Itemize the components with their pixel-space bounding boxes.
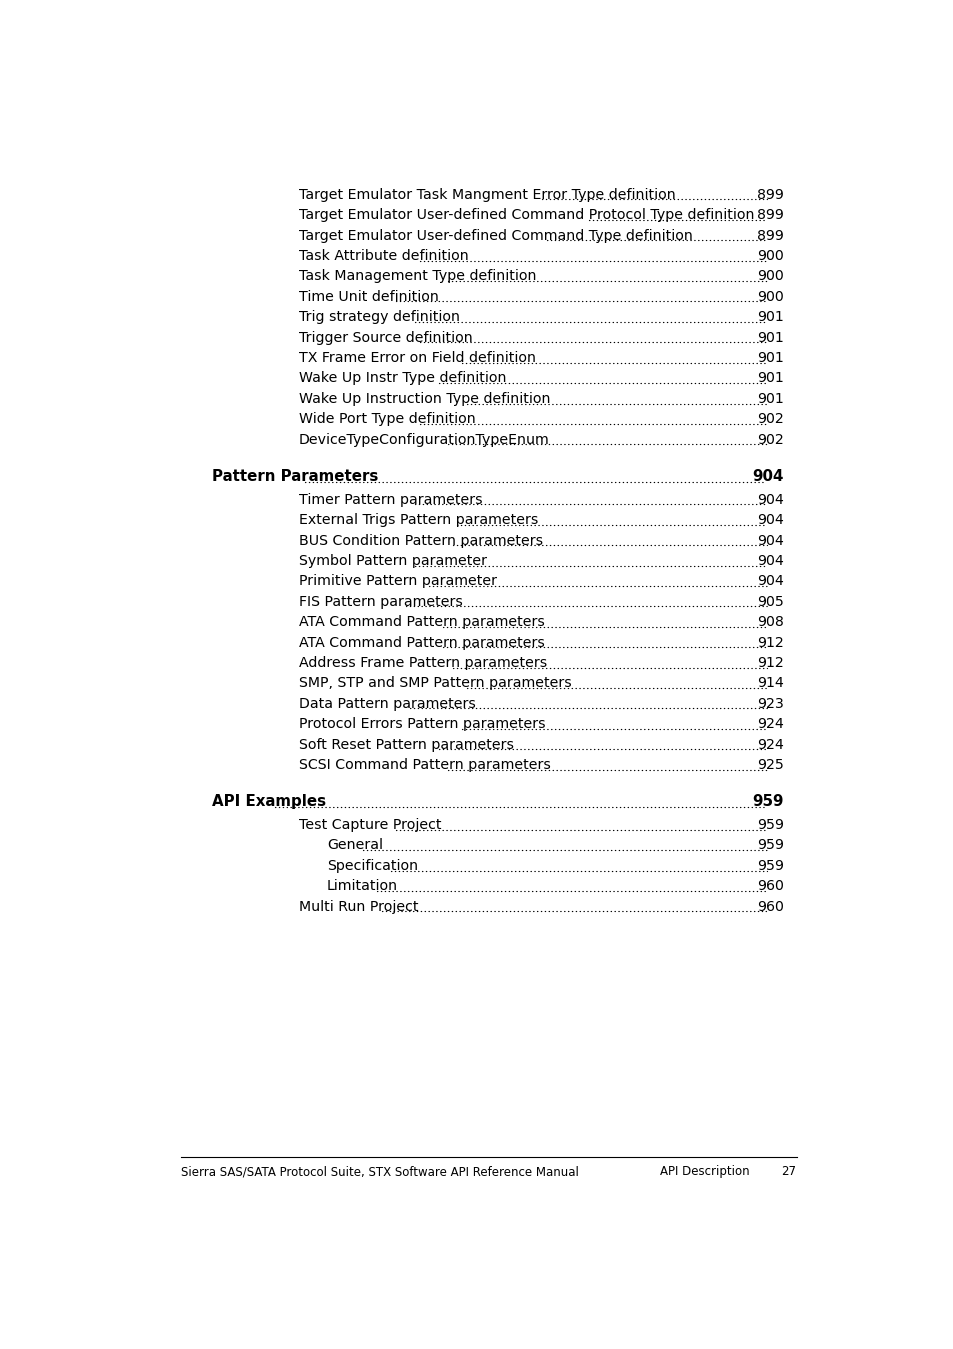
Text: 960: 960 — [757, 880, 783, 893]
Text: Primitive Pattern parameter: Primitive Pattern parameter — [298, 575, 497, 588]
Text: 901: 901 — [757, 371, 783, 386]
Text: 901: 901 — [757, 351, 783, 366]
Text: SCSI Command Pattern parameters: SCSI Command Pattern parameters — [298, 758, 550, 772]
Text: 959: 959 — [757, 817, 783, 832]
Text: Soft Reset Pattern parameters: Soft Reset Pattern parameters — [298, 738, 514, 751]
Text: 914: 914 — [757, 676, 783, 691]
Text: Wake Up Instr Type definition: Wake Up Instr Type definition — [298, 371, 506, 386]
Text: 904: 904 — [757, 492, 783, 507]
Text: 900: 900 — [757, 250, 783, 263]
Text: ATA Command Pattern parameters: ATA Command Pattern parameters — [298, 635, 544, 650]
Text: Task Attribute definition: Task Attribute definition — [298, 250, 468, 263]
Text: Trig strategy definition: Trig strategy definition — [298, 310, 459, 324]
Text: 27: 27 — [781, 1166, 796, 1178]
Text: API Examples: API Examples — [212, 795, 326, 809]
Text: Multi Run Project: Multi Run Project — [298, 900, 418, 913]
Text: 902: 902 — [757, 413, 783, 426]
Text: TX Frame Error on Field definition: TX Frame Error on Field definition — [298, 351, 536, 366]
Text: Protocol Errors Pattern parameters: Protocol Errors Pattern parameters — [298, 718, 545, 731]
Text: Pattern Parameters: Pattern Parameters — [212, 469, 378, 484]
Text: 902: 902 — [757, 433, 783, 447]
Text: 899: 899 — [757, 188, 783, 202]
Text: 908: 908 — [757, 615, 783, 629]
Text: 959: 959 — [752, 795, 783, 809]
Text: 912: 912 — [757, 635, 783, 650]
Text: Test Capture Project: Test Capture Project — [298, 817, 441, 832]
Text: ATA Command Pattern parameters: ATA Command Pattern parameters — [298, 615, 544, 629]
Text: Target Emulator Task Mangment Error Type definition: Target Emulator Task Mangment Error Type… — [298, 188, 675, 202]
Text: 901: 901 — [757, 310, 783, 324]
Text: Trigger Source definition: Trigger Source definition — [298, 331, 473, 345]
Text: Address Frame Pattern parameters: Address Frame Pattern parameters — [298, 656, 547, 670]
Text: 905: 905 — [757, 595, 783, 608]
Text: 904: 904 — [757, 513, 783, 527]
Text: Target Emulator User-defined Command Type definition: Target Emulator User-defined Command Typ… — [298, 228, 692, 243]
Text: 912: 912 — [757, 656, 783, 670]
Text: 904: 904 — [752, 469, 783, 484]
Text: Wide Port Type definition: Wide Port Type definition — [298, 413, 476, 426]
Text: 960: 960 — [757, 900, 783, 913]
Text: 924: 924 — [757, 718, 783, 731]
Text: 899: 899 — [757, 228, 783, 243]
Text: 924: 924 — [757, 738, 783, 751]
Text: BUS Condition Pattern parameters: BUS Condition Pattern parameters — [298, 534, 542, 548]
Text: Wake Up Instruction Type definition: Wake Up Instruction Type definition — [298, 393, 550, 406]
Text: SMP, STP and SMP Pattern parameters: SMP, STP and SMP Pattern parameters — [298, 676, 571, 691]
Text: 901: 901 — [757, 331, 783, 345]
Text: General: General — [327, 839, 382, 853]
Text: FIS Pattern parameters: FIS Pattern parameters — [298, 595, 462, 608]
Text: 900: 900 — [757, 290, 783, 304]
Text: 901: 901 — [757, 393, 783, 406]
Text: Data Pattern parameters: Data Pattern parameters — [298, 697, 476, 711]
Text: Sierra SAS/SATA Protocol Suite, STX Software API Reference Manual: Sierra SAS/SATA Protocol Suite, STX Soft… — [181, 1166, 578, 1178]
Text: Limitation: Limitation — [327, 880, 397, 893]
Text: Task Management Type definition: Task Management Type definition — [298, 270, 536, 283]
Text: Time Unit definition: Time Unit definition — [298, 290, 438, 304]
Text: 904: 904 — [757, 575, 783, 588]
Text: 925: 925 — [757, 758, 783, 772]
Text: Target Emulator User-defined Command Protocol Type definition: Target Emulator User-defined Command Pro… — [298, 208, 754, 223]
Text: External Trigs Pattern parameters: External Trigs Pattern parameters — [298, 513, 537, 527]
Text: 923: 923 — [757, 697, 783, 711]
Text: 904: 904 — [757, 554, 783, 568]
Text: Timer Pattern parameters: Timer Pattern parameters — [298, 492, 482, 507]
Text: 959: 959 — [757, 839, 783, 853]
Text: Symbol Pattern parameter: Symbol Pattern parameter — [298, 554, 487, 568]
Text: API Description: API Description — [659, 1166, 749, 1178]
Text: Specification: Specification — [327, 859, 417, 873]
Text: 904: 904 — [757, 534, 783, 548]
Text: 899: 899 — [757, 208, 783, 223]
Text: 900: 900 — [757, 270, 783, 283]
Text: 959: 959 — [757, 859, 783, 873]
Text: DeviceTypeConfigurationTypeEnum: DeviceTypeConfigurationTypeEnum — [298, 433, 549, 447]
